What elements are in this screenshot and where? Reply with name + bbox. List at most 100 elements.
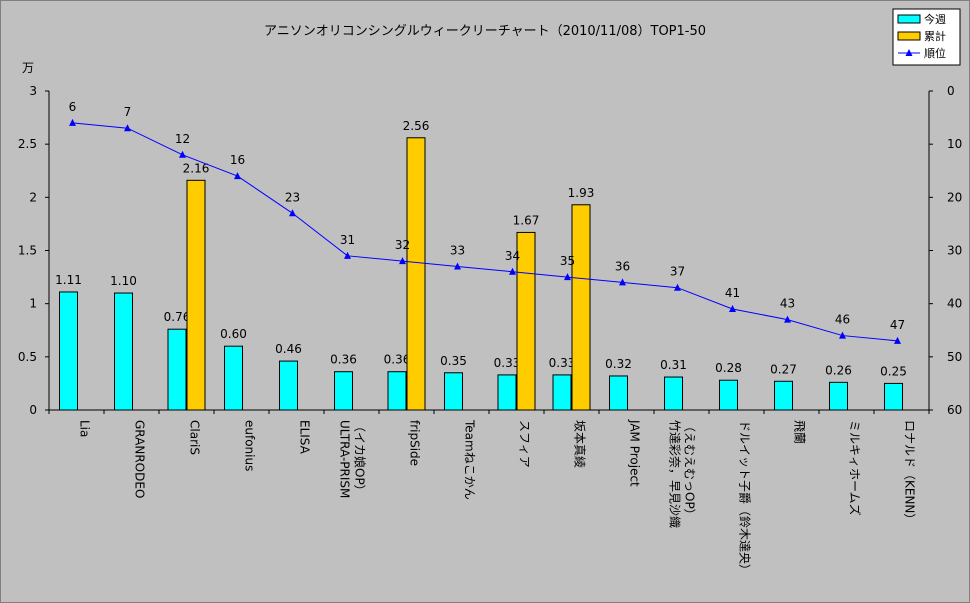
- rank-marker: [619, 278, 626, 286]
- rank-label: 6: [69, 100, 77, 114]
- left-tick-label: 2: [29, 190, 37, 204]
- left-tick-label: 1.5: [18, 244, 37, 258]
- category-label-line: ドルイット子爵（鈴木達央）: [738, 420, 753, 576]
- left-axis-unit: 万: [22, 61, 34, 75]
- rank-label: 16: [230, 153, 245, 167]
- rank-label: 37: [670, 265, 685, 279]
- category-label: GRANRODEO: [133, 420, 147, 498]
- rank-marker: [784, 315, 791, 323]
- category-label: 坂本真綾: [573, 420, 588, 468]
- category-label: ELISA: [298, 420, 312, 455]
- rank-label: 23: [285, 190, 300, 204]
- rank-marker: [344, 251, 351, 259]
- category-label: 竹達彩奈，早見沙織 （えむえむっOP）: [668, 420, 697, 528]
- rank-line: [72, 122, 898, 342]
- category-label: eufonius: [243, 420, 257, 471]
- bar-total-label: 1.93: [568, 186, 595, 200]
- bar-this-week: [497, 374, 517, 411]
- rank-marker: [234, 172, 241, 180]
- category-label: ULTRA-PRISM （イカ娘OP）: [338, 420, 368, 498]
- rank-marker: [509, 267, 516, 275]
- category-label-line: ロナルド（KENN）: [903, 420, 917, 525]
- bar-this-week-label: 0.35: [440, 354, 467, 368]
- rank-label: 43: [780, 297, 795, 311]
- legend-label: 累計: [924, 29, 946, 43]
- bar-this-week: [334, 371, 353, 411]
- bar-this-week-label: 0.32: [605, 357, 632, 371]
- rank-label: 32: [395, 238, 410, 252]
- category-label: ClariS: [188, 420, 202, 455]
- category-label-line: ミルキィホームズ: [848, 420, 863, 516]
- bar-this-week: [114, 292, 133, 411]
- bar-this-week-label: 1.10: [110, 274, 137, 288]
- category-label: JAM Project: [628, 419, 642, 487]
- bar-total-label: 2.56: [403, 119, 430, 133]
- legend-swatch: [897, 31, 921, 41]
- rank-label: 31: [340, 233, 355, 247]
- rank-marker: [839, 331, 846, 339]
- category-label-line: Teamねこかん: [463, 419, 477, 500]
- rank-label: 12: [175, 132, 190, 146]
- rank-marker: [729, 304, 736, 312]
- bar-total: [516, 231, 536, 411]
- right-tick-label: 40: [947, 297, 962, 311]
- rank-marker: [289, 209, 296, 217]
- rank-marker: [564, 273, 571, 281]
- left-tick-label: 0.5: [18, 350, 37, 364]
- category-label-line: ClariS: [188, 420, 202, 455]
- bar-this-week-label: 0.25: [880, 364, 907, 378]
- category-label-line: スフィア: [518, 420, 532, 468]
- rank-marker: [454, 262, 461, 270]
- bar-this-week-label: 0.76: [164, 310, 191, 324]
- bar-this-week-label: 0.36: [330, 353, 357, 367]
- category-label-line: eufonius: [243, 420, 257, 471]
- rank-marker: [399, 257, 406, 265]
- category-label: Lia: [78, 420, 92, 437]
- rank-marker: [124, 124, 131, 132]
- bar-total: [406, 137, 426, 411]
- category-label-line: （イカ娘OP）: [353, 420, 368, 497]
- rank-label: 35: [560, 254, 575, 268]
- right-tick-label: 20: [947, 190, 962, 204]
- rank-label: 33: [450, 243, 465, 257]
- bar-this-week-label: 0.60: [220, 327, 247, 341]
- bar-this-week-label: 0.33: [494, 356, 521, 370]
- category-label-line: fripSide: [408, 420, 422, 466]
- rank-label: 47: [890, 318, 905, 332]
- left-tick-label: 1: [29, 297, 37, 311]
- category-label-line: Lia: [78, 420, 92, 437]
- legend-marker: [905, 49, 913, 56]
- bar-this-week: [444, 372, 463, 411]
- category-label-line: GRANRODEO: [133, 420, 147, 498]
- right-tick-label: 50: [947, 350, 962, 364]
- category-label: スフィア: [518, 420, 532, 468]
- bar-this-week: [664, 376, 683, 411]
- category-label-line: （えむえむっOP）: [683, 420, 697, 521]
- bar-this-week-label: 0.26: [825, 363, 852, 377]
- rank-label: 7: [124, 105, 132, 119]
- category-label-line: ULTRA-PRISM: [338, 420, 352, 498]
- category-label: fripSide: [408, 420, 422, 466]
- rank-marker: [894, 336, 901, 344]
- rank-marker: [69, 118, 76, 126]
- right-tick-label: 0: [947, 84, 955, 98]
- category-label-line: 竹達彩奈，早見沙織: [668, 420, 682, 528]
- legend-swatch: [897, 14, 921, 24]
- bar-total-label: 2.16: [183, 161, 210, 175]
- legend-label: 今週: [924, 12, 946, 26]
- right-tick-label: 60: [947, 403, 962, 417]
- bar-total-label: 1.67: [513, 213, 540, 227]
- rank-marker: [674, 283, 681, 291]
- right-tick-label: 10: [947, 137, 962, 151]
- category-label: ドルイット子爵（鈴木達央）: [738, 420, 753, 576]
- bar-this-week-label: 0.31: [660, 358, 687, 372]
- category-label-line: 飛蘭: [793, 420, 807, 444]
- bar-this-week: [609, 375, 628, 411]
- rank-marker: [179, 150, 186, 158]
- bar-total: [186, 179, 206, 411]
- bar-this-week: [884, 382, 903, 411]
